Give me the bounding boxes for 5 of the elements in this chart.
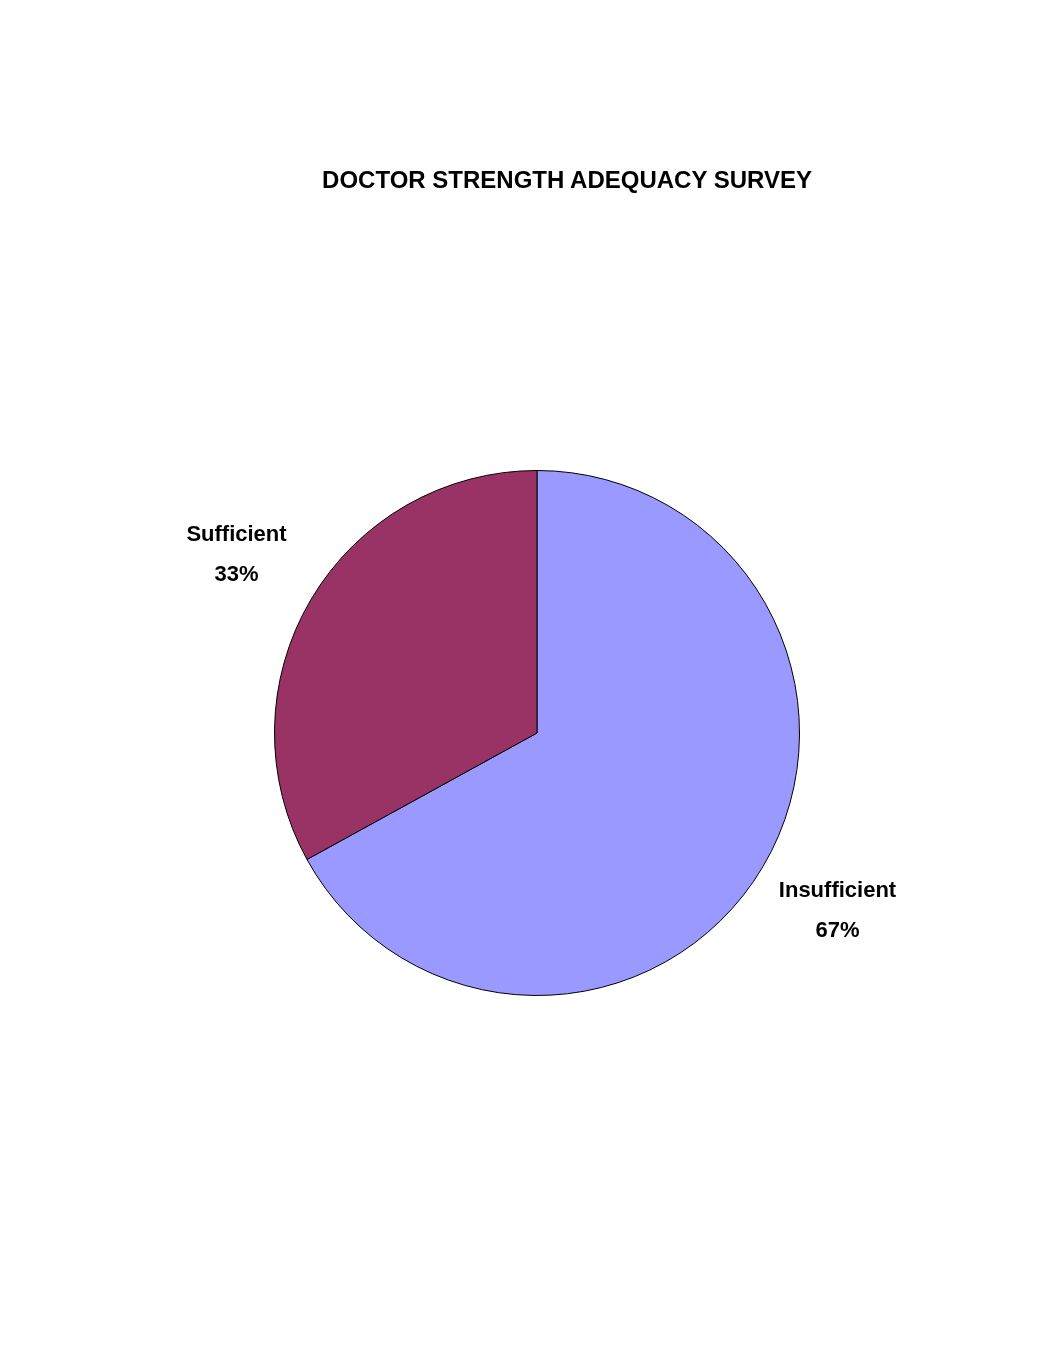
slice-label: Sufficient <box>186 521 288 547</box>
slice-label: Insufficient <box>778 876 897 902</box>
data-label: 33% <box>214 561 259 587</box>
chart-title: DOCTOR STRENGTH ADEQUACY SURVEY <box>322 165 812 193</box>
data-label: 67% <box>815 916 860 942</box>
